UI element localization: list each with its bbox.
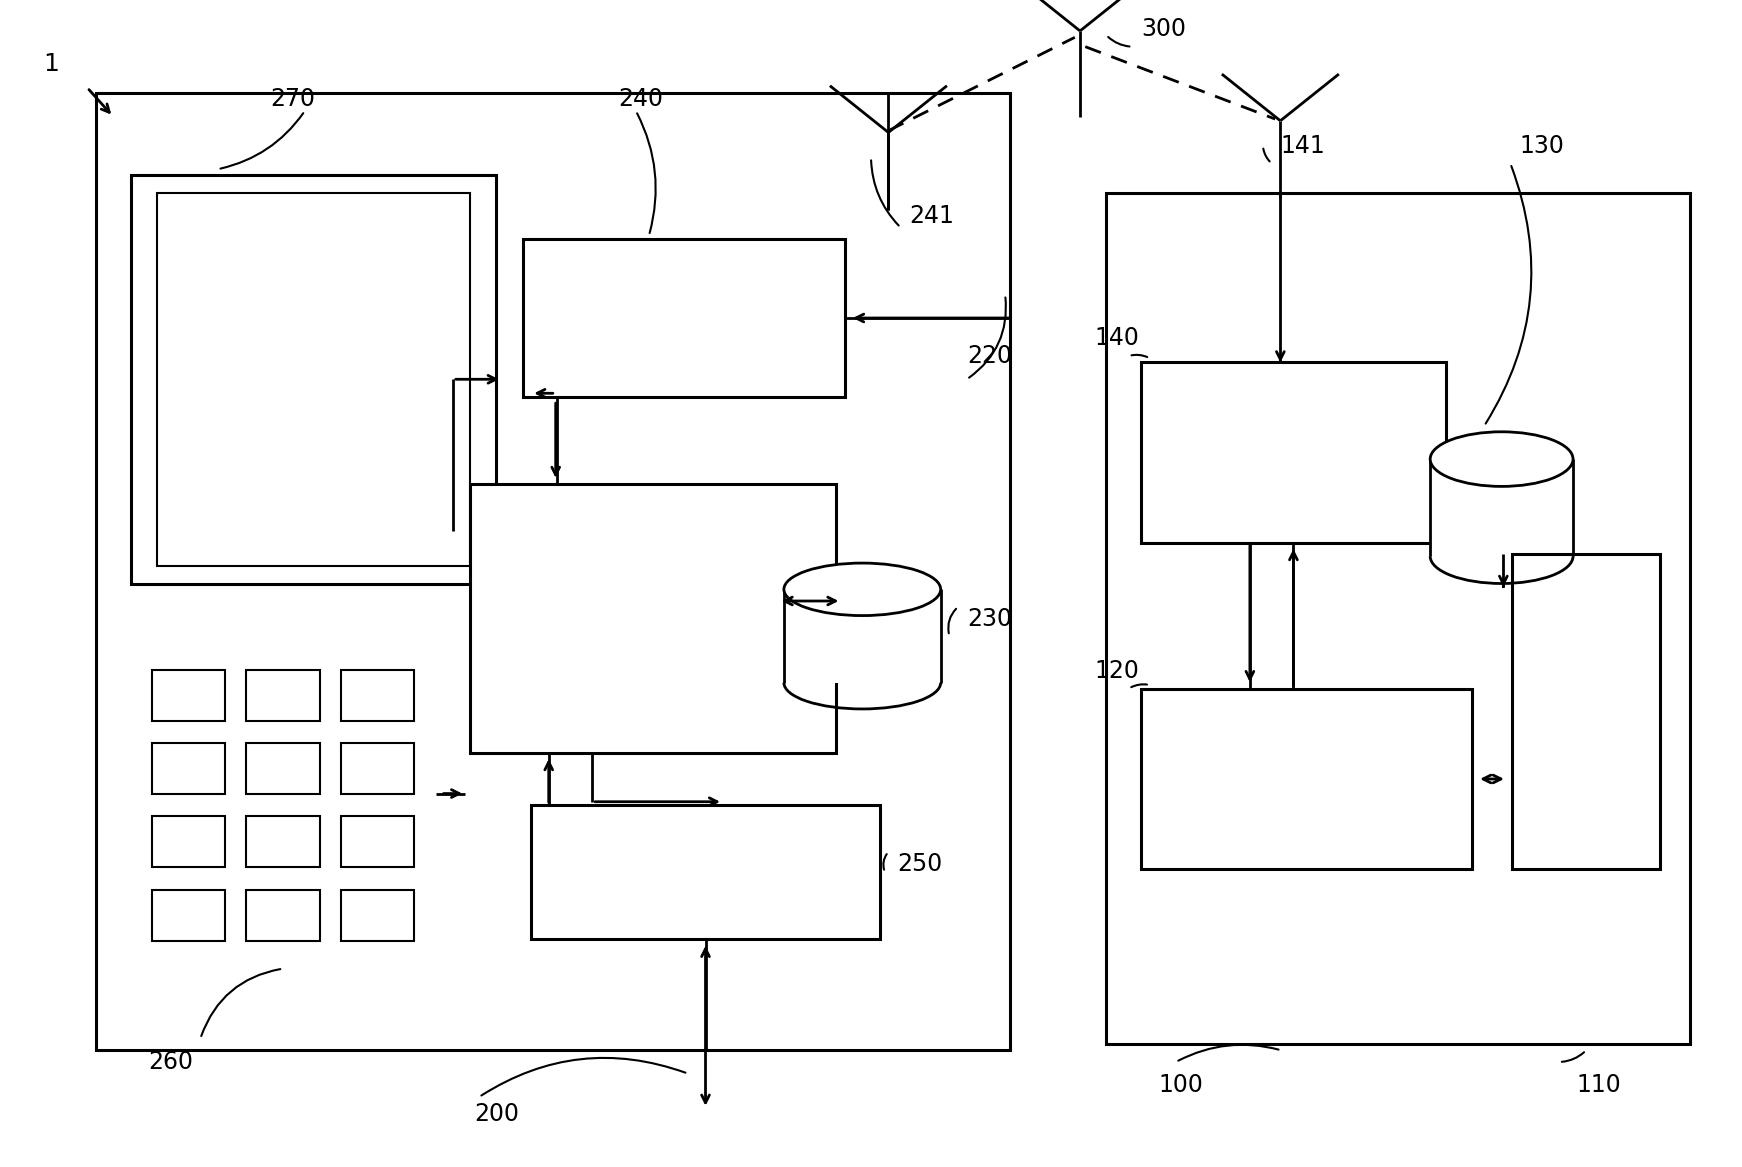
Text: 110: 110 xyxy=(1577,1074,1622,1097)
Text: 200: 200 xyxy=(474,1103,519,1126)
Text: 220: 220 xyxy=(967,344,1012,368)
Text: 230: 230 xyxy=(967,607,1012,630)
Text: 100: 100 xyxy=(1158,1074,1204,1097)
Bar xyxy=(152,889,225,941)
Bar xyxy=(152,816,225,867)
Text: 250: 250 xyxy=(897,852,942,875)
Bar xyxy=(341,816,415,867)
Bar xyxy=(341,670,415,721)
Ellipse shape xyxy=(784,562,941,616)
Bar xyxy=(531,805,880,939)
Bar xyxy=(470,484,836,753)
Ellipse shape xyxy=(1430,432,1573,487)
Text: 1: 1 xyxy=(44,53,59,76)
Bar xyxy=(1141,362,1446,543)
Text: 240: 240 xyxy=(618,88,664,111)
Text: 130: 130 xyxy=(1519,134,1564,158)
Bar xyxy=(131,175,496,584)
Bar xyxy=(523,239,845,397)
Text: 141: 141 xyxy=(1280,134,1326,158)
Bar xyxy=(1141,689,1472,869)
Bar xyxy=(247,816,321,867)
Bar xyxy=(247,743,321,795)
Bar xyxy=(1512,554,1660,869)
Bar xyxy=(152,670,225,721)
Text: 140: 140 xyxy=(1094,327,1139,350)
Bar xyxy=(152,743,225,795)
Bar xyxy=(96,93,1010,1050)
Text: 300: 300 xyxy=(1141,18,1186,41)
Text: 270: 270 xyxy=(270,88,315,111)
Bar xyxy=(341,889,415,941)
Bar xyxy=(247,670,321,721)
Text: 241: 241 xyxy=(909,204,955,228)
Bar xyxy=(341,743,415,795)
Bar xyxy=(157,193,470,566)
Text: 260: 260 xyxy=(148,1050,193,1074)
Bar xyxy=(1430,459,1573,557)
Bar xyxy=(1106,193,1690,1044)
Bar xyxy=(784,589,941,683)
Bar xyxy=(247,889,321,941)
Text: 120: 120 xyxy=(1094,659,1139,683)
